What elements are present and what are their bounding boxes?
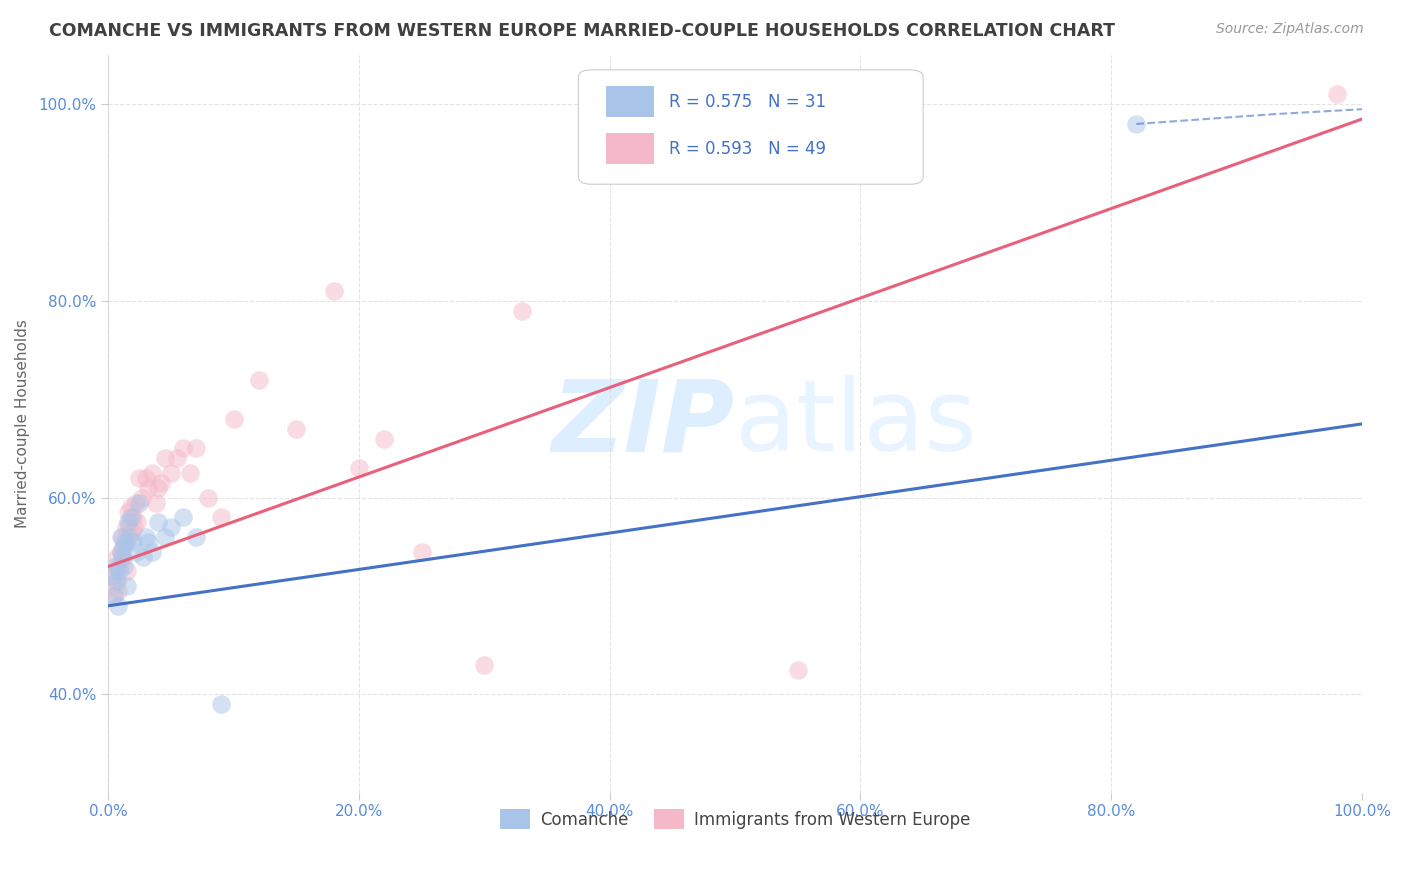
- Point: [411, 545, 433, 559]
- Point: [115, 565, 138, 579]
- Point: [105, 574, 128, 589]
- Point: [107, 584, 129, 599]
- Point: [285, 422, 308, 436]
- Point: [114, 535, 136, 549]
- Point: [117, 505, 139, 519]
- Point: [103, 589, 125, 603]
- Text: Source: ZipAtlas.com: Source: ZipAtlas.com: [1216, 22, 1364, 37]
- Point: [172, 442, 194, 456]
- Point: [510, 810, 533, 824]
- Point: [125, 495, 148, 509]
- Point: [104, 574, 127, 589]
- Point: [131, 491, 153, 505]
- Point: [145, 495, 167, 509]
- Text: atlas: atlas: [735, 376, 977, 473]
- Point: [247, 373, 270, 387]
- Point: [1125, 117, 1147, 131]
- Point: [141, 545, 163, 559]
- FancyBboxPatch shape: [578, 70, 924, 185]
- Point: [849, 112, 872, 126]
- Point: [115, 579, 138, 593]
- Point: [103, 589, 125, 603]
- Point: [101, 569, 124, 583]
- Point: [122, 510, 145, 524]
- Point: [101, 579, 124, 593]
- Point: [120, 500, 142, 515]
- Point: [209, 510, 232, 524]
- Point: [110, 530, 132, 544]
- Point: [112, 540, 135, 554]
- Point: [114, 520, 136, 534]
- Point: [373, 432, 395, 446]
- Point: [179, 466, 201, 480]
- Point: [104, 559, 127, 574]
- Text: R = 0.575   N = 31: R = 0.575 N = 31: [669, 93, 825, 111]
- Y-axis label: Married-couple Households: Married-couple Households: [15, 319, 30, 528]
- Point: [172, 510, 194, 524]
- Point: [108, 565, 131, 579]
- Point: [148, 481, 170, 495]
- Point: [149, 475, 172, 490]
- Point: [128, 471, 150, 485]
- Point: [160, 520, 183, 534]
- Point: [122, 535, 145, 549]
- Text: COMANCHE VS IMMIGRANTS FROM WESTERN EUROPE MARRIED-COUPLE HOUSEHOLDS CORRELATION: COMANCHE VS IMMIGRANTS FROM WESTERN EURO…: [49, 22, 1115, 40]
- Point: [136, 535, 159, 549]
- Point: [114, 559, 136, 574]
- Point: [117, 515, 139, 529]
- Point: [322, 284, 344, 298]
- Point: [105, 549, 128, 564]
- Text: ZIP: ZIP: [553, 376, 735, 473]
- Point: [136, 481, 159, 495]
- Point: [1326, 87, 1348, 102]
- Point: [184, 442, 207, 456]
- Point: [153, 451, 176, 466]
- Text: R = 0.593   N = 49: R = 0.593 N = 49: [669, 140, 825, 158]
- Point: [125, 545, 148, 559]
- Point: [124, 520, 146, 534]
- Point: [148, 515, 170, 529]
- Point: [107, 599, 129, 613]
- Point: [472, 657, 495, 672]
- Legend: Comanche, Immigrants from Western Europe: Comanche, Immigrants from Western Europe: [494, 802, 977, 836]
- Bar: [606, 87, 654, 117]
- Point: [347, 461, 370, 475]
- Point: [166, 451, 188, 466]
- Point: [135, 530, 157, 544]
- Point: [108, 559, 131, 574]
- Point: [132, 549, 155, 564]
- Point: [160, 466, 183, 480]
- Point: [101, 569, 124, 583]
- Point: [110, 545, 132, 559]
- Point: [111, 530, 134, 544]
- Point: [184, 530, 207, 544]
- Point: [121, 524, 143, 539]
- Bar: [606, 133, 654, 164]
- Point: [110, 545, 132, 559]
- Point: [120, 510, 142, 524]
- Point: [510, 303, 533, 318]
- Point: [114, 535, 136, 549]
- Point: [209, 697, 232, 711]
- Point: [141, 466, 163, 480]
- Point: [112, 549, 135, 564]
- Point: [222, 412, 245, 426]
- Point: [125, 515, 148, 529]
- Point: [197, 491, 219, 505]
- Point: [118, 530, 141, 544]
- Point: [135, 471, 157, 485]
- Point: [118, 520, 141, 534]
- Point: [128, 495, 150, 509]
- Point: [786, 663, 808, 677]
- Point: [111, 549, 134, 564]
- Point: [153, 530, 176, 544]
